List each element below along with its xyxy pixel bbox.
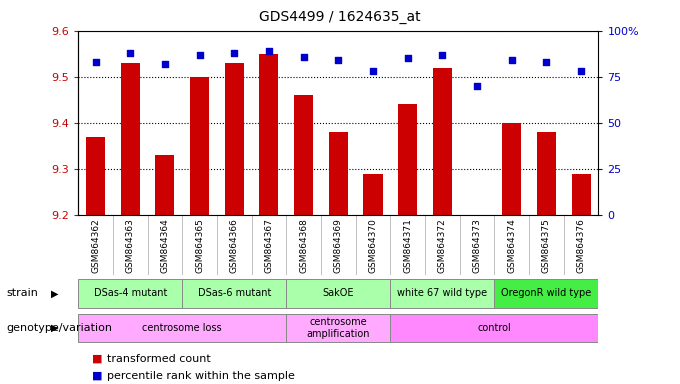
- Bar: [390, 314, 598, 342]
- Bar: [224, 63, 244, 215]
- Point: [333, 57, 343, 63]
- Text: white 67 wild type: white 67 wild type: [397, 288, 488, 298]
- Text: GSM864366: GSM864366: [230, 218, 239, 273]
- Text: GSM864369: GSM864369: [334, 218, 343, 273]
- Text: ■: ■: [92, 371, 102, 381]
- Bar: [390, 279, 494, 308]
- Point: [471, 83, 482, 89]
- Point: [194, 51, 205, 58]
- Bar: [78, 279, 182, 308]
- Bar: [294, 95, 313, 215]
- Point: [263, 48, 274, 54]
- Bar: [328, 132, 348, 215]
- Bar: [494, 279, 598, 308]
- Bar: [190, 77, 209, 215]
- Text: transformed count: transformed count: [107, 354, 211, 364]
- Text: control: control: [477, 323, 511, 333]
- Point: [402, 55, 413, 61]
- Text: ▶: ▶: [51, 288, 58, 298]
- Text: genotype/variation: genotype/variation: [7, 323, 113, 333]
- Text: GSM864365: GSM864365: [195, 218, 204, 273]
- Bar: [286, 314, 390, 342]
- Bar: [502, 123, 522, 215]
- Text: GSM864364: GSM864364: [160, 218, 169, 273]
- Point: [575, 68, 586, 74]
- Text: centrosome
amplification: centrosome amplification: [307, 317, 370, 339]
- Text: GSM864367: GSM864367: [265, 218, 273, 273]
- Text: GSM864363: GSM864363: [126, 218, 135, 273]
- Text: percentile rank within the sample: percentile rank within the sample: [107, 371, 294, 381]
- Bar: [120, 63, 140, 215]
- Text: GSM864374: GSM864374: [507, 218, 516, 273]
- Bar: [571, 174, 591, 215]
- Text: ■: ■: [92, 354, 102, 364]
- Text: DSas-4 mutant: DSas-4 mutant: [94, 288, 167, 298]
- Bar: [537, 132, 556, 215]
- Bar: [86, 137, 105, 215]
- Point: [90, 59, 101, 65]
- Text: GSM864362: GSM864362: [91, 218, 100, 273]
- Text: GSM864370: GSM864370: [369, 218, 377, 273]
- Text: DSas-6 mutant: DSas-6 mutant: [198, 288, 271, 298]
- Bar: [182, 279, 286, 308]
- Bar: [363, 174, 383, 215]
- Point: [228, 50, 239, 56]
- Bar: [78, 314, 286, 342]
- Point: [506, 57, 517, 63]
- Text: GSM864375: GSM864375: [542, 218, 551, 273]
- Text: GSM864368: GSM864368: [299, 218, 308, 273]
- Point: [541, 59, 551, 65]
- Text: GSM864373: GSM864373: [473, 218, 481, 273]
- Text: strain: strain: [7, 288, 39, 298]
- Point: [367, 68, 378, 74]
- Point: [298, 53, 309, 60]
- Text: centrosome loss: centrosome loss: [142, 323, 222, 333]
- Point: [159, 61, 170, 67]
- Bar: [432, 68, 452, 215]
- Point: [124, 50, 135, 56]
- Text: GSM864376: GSM864376: [577, 218, 585, 273]
- Text: GDS4499 / 1624635_at: GDS4499 / 1624635_at: [259, 10, 421, 23]
- Text: ▶: ▶: [51, 323, 58, 333]
- Bar: [259, 54, 279, 215]
- Bar: [155, 155, 175, 215]
- Bar: [286, 279, 390, 308]
- Bar: [398, 104, 418, 215]
- Text: GSM864372: GSM864372: [438, 218, 447, 273]
- Text: GSM864371: GSM864371: [403, 218, 412, 273]
- Point: [437, 51, 447, 58]
- Text: OregonR wild type: OregonR wild type: [501, 288, 592, 298]
- Text: SakOE: SakOE: [322, 288, 354, 298]
